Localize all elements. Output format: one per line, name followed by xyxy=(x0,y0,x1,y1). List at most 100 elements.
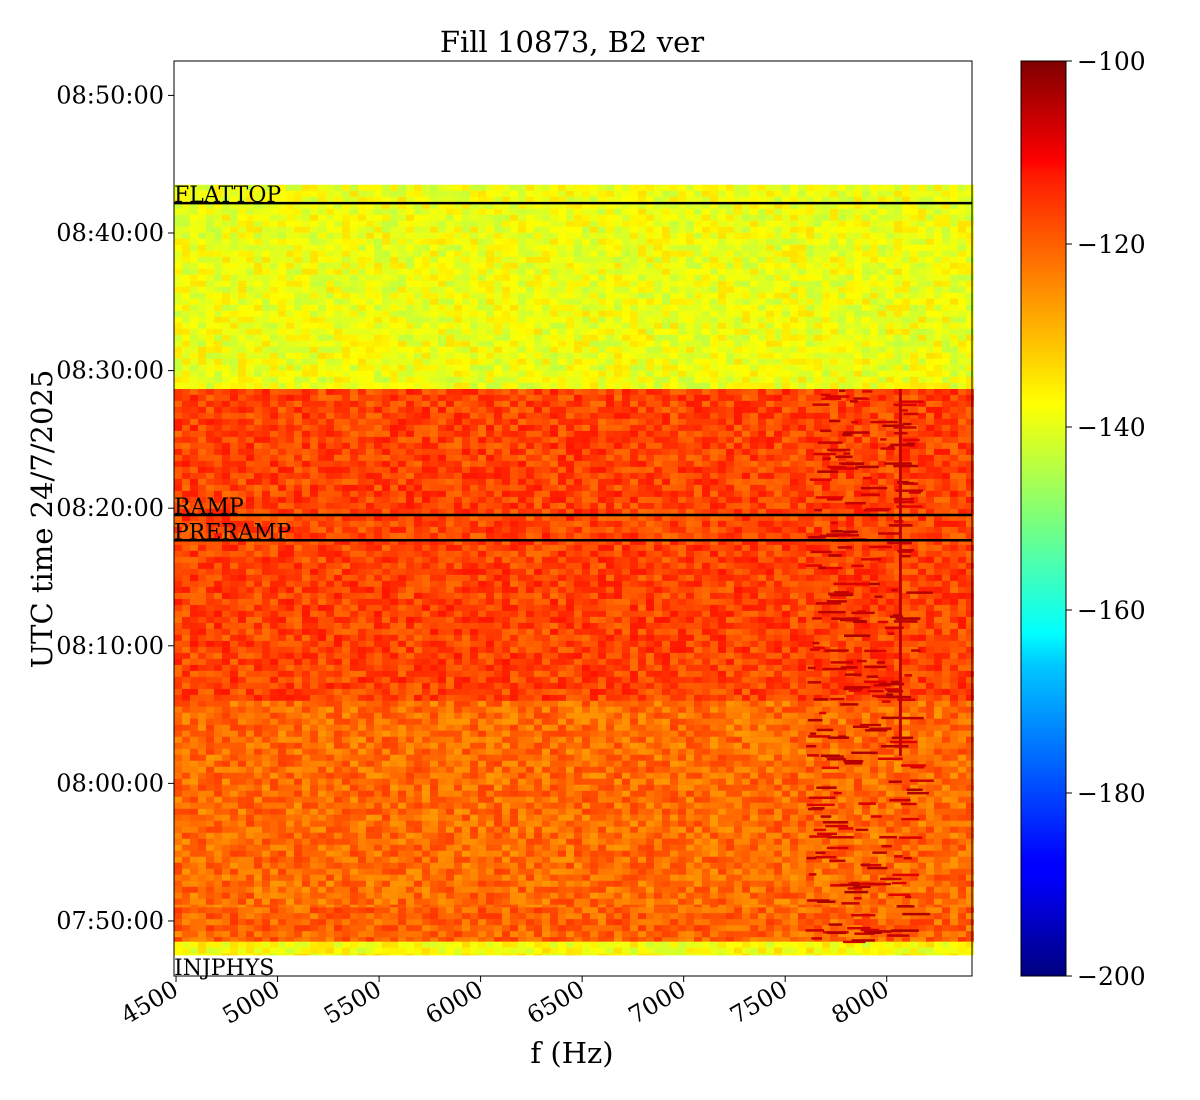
heatmap-cell xyxy=(934,730,942,737)
heatmap-cell xyxy=(766,418,774,425)
heatmap-cell xyxy=(374,748,382,755)
heatmap-cell xyxy=(414,778,422,785)
heatmap-cell xyxy=(422,925,430,932)
heatmap-cell xyxy=(742,820,750,827)
heatmap-cell xyxy=(214,400,222,407)
heatmap-cell xyxy=(278,937,286,942)
heatmap-cell xyxy=(774,947,782,954)
heatmap-cell xyxy=(302,820,310,827)
heatmap-cell xyxy=(398,700,406,707)
heatmap-cell xyxy=(790,400,798,407)
heatmap-cell xyxy=(222,941,230,948)
heatmap-cell xyxy=(918,718,926,725)
heatmap-cell xyxy=(510,868,518,875)
heatmap-cell xyxy=(822,718,830,725)
heatmap-cell xyxy=(422,802,430,809)
heatmap-cell xyxy=(198,742,206,749)
heatmap-cell xyxy=(526,772,534,779)
heatmap-cell xyxy=(758,826,766,833)
heatmap-cell xyxy=(342,706,350,713)
heatmap-cell xyxy=(638,736,646,743)
heatmap-cell xyxy=(702,790,710,797)
heatmap-cell xyxy=(590,953,598,956)
heatmap-cell xyxy=(454,925,462,932)
heatmap-cell xyxy=(422,706,430,713)
heatmap-cell xyxy=(694,778,702,785)
heatmap-cell xyxy=(846,886,854,893)
heatmap-cell xyxy=(878,826,886,833)
heatmap-cell xyxy=(502,820,510,827)
heatmap-cell xyxy=(806,394,814,401)
heatmap-cell xyxy=(462,907,470,914)
heatmap-cell xyxy=(742,784,750,791)
heatmap-cell xyxy=(662,947,670,954)
heatmap-cell xyxy=(414,931,422,938)
heatmap-cell xyxy=(246,394,254,401)
heatmap-cell xyxy=(302,706,310,713)
heatmap-cell xyxy=(774,874,782,881)
heatmap-cell xyxy=(286,784,294,791)
heatmap-cell xyxy=(654,862,662,869)
heatmap-cell xyxy=(566,388,574,395)
heatmap-cell xyxy=(886,947,894,954)
heatmap-cell xyxy=(798,947,806,954)
heatmap-cell xyxy=(254,947,262,954)
heatmap-cell xyxy=(622,862,630,869)
heatmap-cell xyxy=(254,790,262,797)
heatmap-cell xyxy=(422,412,430,419)
heatmap-cell xyxy=(278,718,286,725)
heatmap-cell xyxy=(942,394,950,401)
heatmap-cell xyxy=(438,742,446,749)
heatmap-cell xyxy=(926,700,934,707)
heatmap-cell xyxy=(366,796,374,803)
heatmap-cell xyxy=(174,838,182,845)
heatmap-cell xyxy=(334,766,342,773)
heatmap-cell xyxy=(766,844,774,851)
heatmap-cell xyxy=(590,880,598,887)
heatmap-cell xyxy=(286,868,294,875)
heatmap-cell xyxy=(542,856,550,863)
heatmap-cell xyxy=(198,412,206,419)
heatmap-cell xyxy=(366,754,374,761)
heatmap-cell xyxy=(438,394,446,401)
heatmap-cell xyxy=(702,925,710,932)
heatmap-cell xyxy=(566,802,574,809)
heatmap-cell xyxy=(718,898,726,905)
heatmap-cell xyxy=(438,947,446,954)
heatmap-cell xyxy=(710,832,718,839)
heatmap-cell xyxy=(598,784,606,791)
heatmap-cell xyxy=(190,742,198,749)
heatmap-cell xyxy=(958,838,966,845)
heatmap-cell xyxy=(614,718,622,725)
heatmap-cell xyxy=(726,400,734,407)
heatmap-cell xyxy=(830,953,838,956)
heatmap-cell xyxy=(950,808,958,815)
heatmap-cell xyxy=(926,826,934,833)
heatmap-cell xyxy=(622,730,630,737)
heatmap-cell xyxy=(750,784,758,791)
heatmap-cell xyxy=(310,937,318,942)
heatmap-cell xyxy=(830,862,838,869)
heatmap-cell xyxy=(598,394,606,401)
heatmap-cell xyxy=(782,742,790,749)
heatmap-cell xyxy=(510,766,518,773)
heatmap-cell xyxy=(334,862,342,869)
heatmap-cell xyxy=(718,754,726,761)
heatmap-cell xyxy=(382,898,390,905)
heatmap-cell xyxy=(438,766,446,773)
heatmap-cell xyxy=(358,886,366,893)
heatmap-cell xyxy=(622,772,630,779)
heatmap-cell xyxy=(390,700,398,707)
heatmap-cell xyxy=(582,826,590,833)
heatmap-cell xyxy=(174,898,182,905)
heatmap-cell xyxy=(910,700,918,707)
heatmap-cell xyxy=(494,736,502,743)
heatmap-cell xyxy=(894,802,902,809)
heatmap-cell xyxy=(686,748,694,755)
heatmap-cell xyxy=(286,748,294,755)
heatmap-cell xyxy=(766,412,774,419)
heatmap-cell xyxy=(798,826,806,833)
heatmap-cell xyxy=(894,700,902,707)
heatmap-cell xyxy=(326,388,334,395)
heatmap-cell xyxy=(478,814,486,821)
